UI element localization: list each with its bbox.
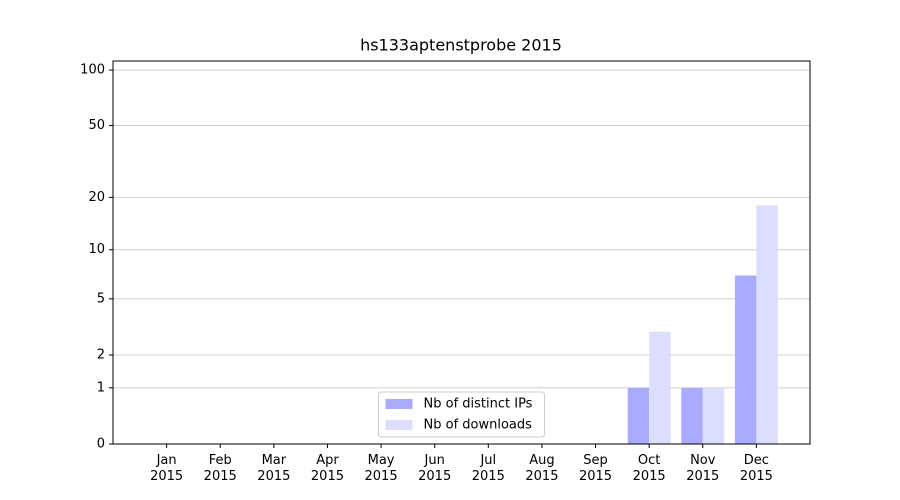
x-tick-label: Nov 2015 <box>686 453 720 484</box>
y-tick-label: 0 <box>97 437 105 452</box>
x-tick-label: May 2015 <box>364 453 398 484</box>
y-tick-label: 50 <box>88 118 105 133</box>
legend-label: Nb of distinct IPs <box>424 397 533 412</box>
x-tick-label: Jul 2015 <box>471 453 505 484</box>
y-tick-label: 5 <box>97 291 105 306</box>
bar <box>681 387 703 444</box>
x-tick-label: Aug 2015 <box>525 453 559 484</box>
x-tick-label: Jan 2015 <box>150 453 184 484</box>
bar <box>756 205 778 444</box>
legend-frame <box>378 391 545 438</box>
plot-frame <box>112 60 811 445</box>
bar <box>734 275 757 444</box>
legend-label: Nb of downloads <box>424 418 533 433</box>
legend: Nb of distinct IPs Nb of downloads <box>378 391 545 438</box>
y-tick-label: 100 <box>80 63 105 78</box>
x-tick-label: Sep 2015 <box>578 453 613 484</box>
y-tick-label: 10 <box>88 242 105 257</box>
legend-swatch <box>385 420 413 430</box>
chart-title: hs133aptenstprobe 2015 <box>360 36 562 55</box>
x-tick-label: Apr 2015 <box>310 453 344 484</box>
legend-swatch <box>385 399 413 409</box>
x-tick-label: Feb 2015 <box>203 453 237 484</box>
x-tick-label: Dec 2015 <box>739 453 773 484</box>
bar <box>702 387 725 444</box>
x-tick-label: Jun 2015 <box>418 453 452 484</box>
y-tick-label: 1 <box>97 380 105 395</box>
y-tick-label: 20 <box>88 190 105 205</box>
x-tick-label: Oct 2015 <box>632 453 666 484</box>
y-tick-label: 2 <box>97 347 105 362</box>
x-tick-label: Mar 2015 <box>257 453 291 484</box>
bar <box>649 331 671 444</box>
bar <box>627 387 650 444</box>
